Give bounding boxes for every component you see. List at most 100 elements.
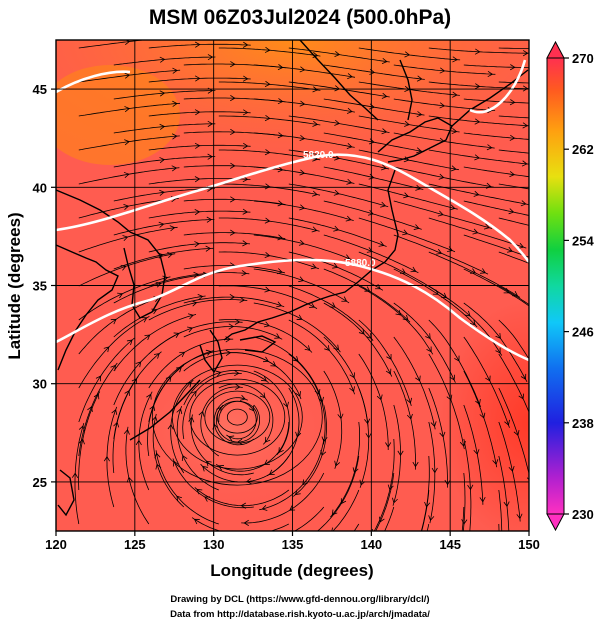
- coast-taiwan: [57, 469, 75, 517]
- streamline-arrow: [541, 266, 546, 271]
- streamline: [358, 217, 456, 253]
- streamline-arrow: [536, 309, 541, 314]
- streamline: [428, 387, 448, 488]
- y-tick-label: 45: [33, 82, 47, 97]
- typhoon-swirl: [226, 408, 248, 426]
- streamline: [463, 302, 528, 382]
- streamline: [253, 234, 353, 261]
- streamline: [428, 353, 465, 450]
- streamline: [428, 115, 529, 127]
- streamline: [148, 144, 251, 151]
- streamline-arrow: [292, 555, 297, 560]
- streamline-arrow: [580, 134, 585, 139]
- streamline: [323, 132, 425, 153]
- streamline: [112, 376, 139, 474]
- streamline: [78, 391, 101, 491]
- coast-japan-honshu: [223, 169, 399, 341]
- typhoon-swirl: [171, 364, 303, 470]
- streamline: [498, 523, 500, 531]
- streamline: [428, 421, 436, 524]
- streamline: [218, 285, 318, 309]
- streamline: [498, 183, 529, 190]
- streamline: [358, 115, 460, 133]
- streamline: [393, 98, 496, 111]
- streamline: [106, 406, 118, 508]
- streamline-arrow: [418, 535, 423, 540]
- streamline: [113, 156, 216, 168]
- streamline: [498, 285, 529, 306]
- streamline: [498, 421, 521, 522]
- streamline-arrow: [579, 207, 584, 212]
- streamline: [190, 414, 254, 476]
- streamline: [148, 43, 251, 49]
- x-tick-label: 140: [360, 537, 382, 552]
- contour-label-5880: 5880.0: [345, 258, 376, 269]
- streamline: [182, 372, 242, 440]
- streamline: [253, 370, 290, 456]
- credit-drawing: Drawing by DCL (https://www.gfd-dennou.o…: [170, 594, 429, 605]
- streamline: [253, 302, 341, 353]
- colorbar-tick-label: 230: [572, 507, 594, 522]
- height-contours: [56, 59, 529, 362]
- contour-5820: [56, 153, 529, 263]
- streamline: [332, 489, 360, 531]
- colorbar-tick-label: 238: [572, 416, 594, 431]
- streamline-arrow: [592, 196, 597, 201]
- streamline: [241, 472, 325, 524]
- streamline: [463, 98, 529, 104]
- colorbar: 270 262 254 246 238 230: [546, 40, 594, 532]
- credit-data: Data from http://database.rish.kyoto-u.a…: [170, 609, 430, 620]
- streamline: [330, 421, 360, 518]
- streamline-arrow: [412, 567, 417, 572]
- streamline: [113, 273, 211, 304]
- streamline: [183, 326, 283, 340]
- y-axis-title: Latitude (degrees): [5, 212, 24, 359]
- streamline-arrow: [240, 532, 245, 537]
- streamline-arrow: [569, 344, 574, 349]
- streamline: [498, 217, 529, 226]
- plot-area: 5820.0 5880.0: [56, 40, 598, 609]
- colorbar-gradient: [546, 57, 565, 515]
- streamline: [78, 276, 171, 321]
- streamline: [393, 336, 436, 430]
- streamline: [428, 251, 521, 298]
- streamline: [498, 47, 529, 50]
- streamline-arrow: [572, 455, 577, 460]
- y-tick-label: 40: [33, 180, 47, 195]
- streamline: [148, 210, 251, 219]
- streamline: [218, 251, 320, 270]
- streamline-arrow: [585, 286, 590, 291]
- streamline: [317, 455, 360, 531]
- y-tick-label: 25: [33, 475, 47, 490]
- streamline: [113, 219, 215, 236]
- colorbar-tick-label: 270: [572, 51, 594, 66]
- streamline: [498, 489, 503, 531]
- coast-japan-kyushu: [199, 329, 223, 374]
- streamline-arrow: [593, 157, 598, 162]
- contour-northeast: [469, 59, 527, 114]
- streamline: [183, 232, 286, 240]
- streamline-arrow: [455, 566, 460, 571]
- typhoon-swirl: [204, 390, 271, 444]
- colorbar-tick-label: 246: [572, 325, 594, 340]
- streamline: [288, 149, 390, 170]
- map-title: MSM 06Z03Jul2024 (500.0hPa): [149, 6, 451, 29]
- cold-pool-shading: [56, 65, 180, 165]
- streamline: [218, 115, 321, 126]
- streamline: [218, 183, 321, 196]
- streamline: [534, 507, 542, 609]
- streamline: [288, 285, 374, 341]
- streamline: [78, 102, 181, 117]
- streamline-arrow: [499, 536, 504, 541]
- streamline: [288, 251, 384, 291]
- streamline-arrow: [580, 98, 585, 103]
- streamline: [375, 472, 395, 531]
- streamline: [358, 47, 461, 61]
- streamline: [323, 98, 425, 116]
- streamline-arrow: [444, 599, 449, 604]
- streamline: [498, 387, 529, 476]
- streamline: [463, 336, 510, 428]
- streamline: [498, 251, 529, 264]
- streamline: [78, 362, 118, 457]
- streamline: [78, 135, 180, 151]
